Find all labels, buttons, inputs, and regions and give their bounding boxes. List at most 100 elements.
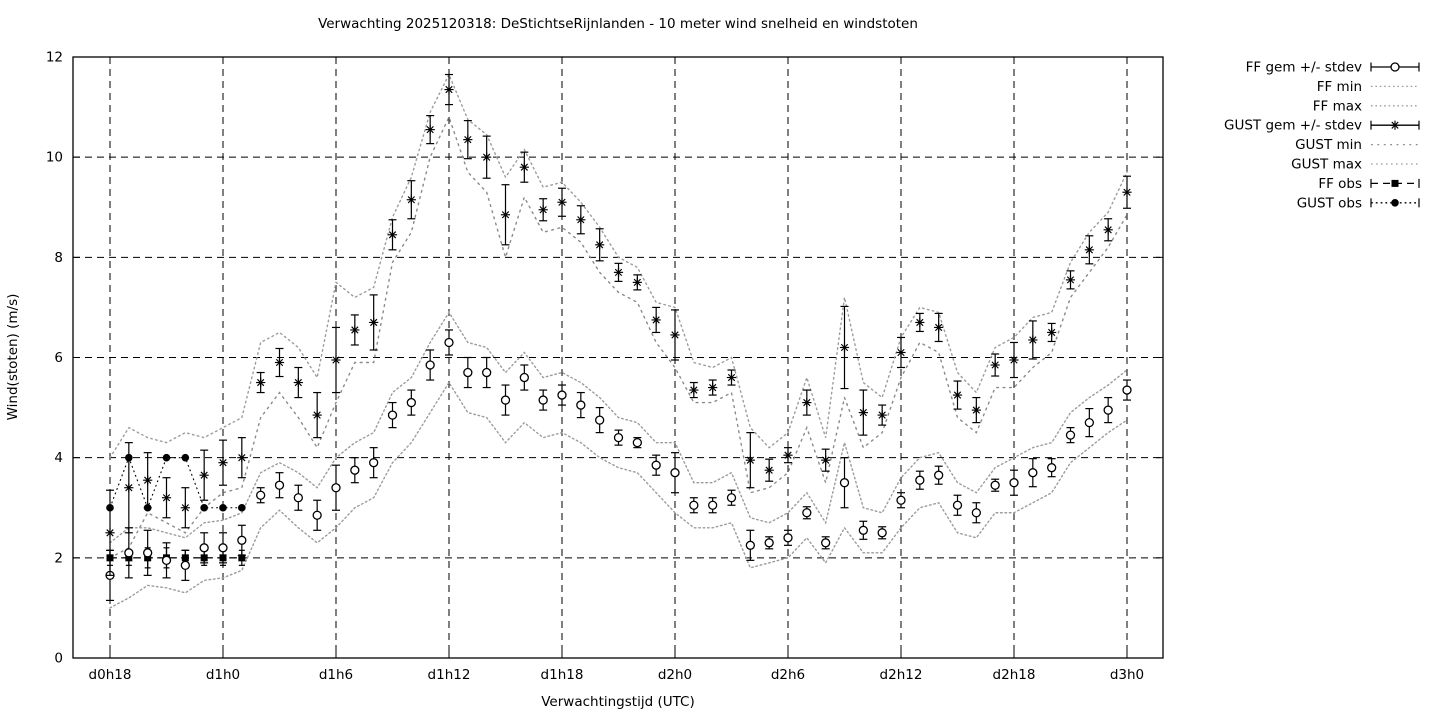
x-tick-label: d1h0 <box>206 667 240 683</box>
gust_obs-point <box>238 503 246 512</box>
gust_gem-point <box>539 206 547 214</box>
ff_gem-point <box>1009 478 1019 488</box>
gust_gem-point <box>652 316 660 324</box>
gust_gem-point <box>840 343 849 352</box>
ff_gem-point <box>821 538 831 548</box>
ff_gem-point <box>124 548 134 558</box>
ff_gem-point <box>538 395 548 405</box>
x-tick-label: d2h0 <box>658 667 692 683</box>
ff_gem-point <box>858 525 868 535</box>
gust_gem-point <box>746 456 754 464</box>
gust_gem-point <box>313 411 321 419</box>
ff_gem-point <box>689 500 699 510</box>
gust_gem-point <box>238 454 246 462</box>
ff_gem-point <box>274 480 285 490</box>
series-gust_max <box>109 72 1128 459</box>
x-tick-label: d2h6 <box>771 667 805 683</box>
ff_gem-point <box>161 555 172 565</box>
ff_gem-point <box>1028 468 1038 478</box>
gridlines <box>73 56 1163 659</box>
x-tick-label: d1h6 <box>319 667 353 683</box>
chart-title: Verwachting 2025120318: DeStichtseRijnla… <box>318 16 918 32</box>
y-tick-label: 4 <box>54 450 63 466</box>
ff_gem-point <box>952 500 963 510</box>
mean-errorbar-series <box>105 73 1132 602</box>
ff_gem-point <box>237 535 247 545</box>
gust_gem-point <box>501 211 510 219</box>
y-axis-label: Wind(stoten) (m/s) <box>5 294 21 421</box>
gust_gem-point <box>294 378 302 387</box>
x-axis-label: Verwachtingstijd (UTC) <box>541 694 695 710</box>
legend-label-gust_min: GUST min <box>1295 137 1362 153</box>
ff_gem-point <box>915 475 925 485</box>
ff_gem-point <box>651 460 661 470</box>
legend-label-gust_max: GUST max <box>1291 157 1362 173</box>
x-tick-label: d2h12 <box>880 667 923 683</box>
gust_gem-point <box>426 125 434 134</box>
gust_obs-point <box>219 503 227 512</box>
legend-label-gust_gem: GUST gem +/- stdev <box>1224 118 1362 134</box>
gust_gem-point <box>1029 336 1037 344</box>
ff_gem-point <box>783 533 793 543</box>
gust_gem-point <box>144 476 152 484</box>
legend-row-gust_obs: GUST obs <box>1297 195 1420 211</box>
ff_gem-point <box>406 397 416 408</box>
ff_gem-point <box>1047 463 1057 473</box>
ff_gem-point <box>293 493 303 503</box>
ff_gem-point <box>369 458 379 468</box>
gust_gem-point <box>1010 356 1018 364</box>
gust_gem-point <box>125 484 133 492</box>
legend-row-gust_min: GUST min <box>1295 137 1419 153</box>
ff_gem-point <box>613 432 624 443</box>
ff_gem-point <box>708 500 718 510</box>
gust_gem-point <box>162 494 171 502</box>
gust_gem-point <box>765 466 773 474</box>
gust_gem-point <box>596 241 604 249</box>
x-tick-label: d2h18 <box>993 667 1036 683</box>
gust_gem-point <box>558 198 566 206</box>
ff_gem-point <box>745 540 755 550</box>
gust_gem-point <box>972 406 980 414</box>
gust_gem-point <box>991 361 999 369</box>
gust_obs-line <box>109 456 242 510</box>
gust_gem-point <box>483 153 491 161</box>
legend-marker-gust_gem <box>1391 121 1399 129</box>
ff_gem-point <box>896 495 906 505</box>
ff_gem-point <box>482 367 492 378</box>
gust_gem-point <box>464 135 472 144</box>
gust_gem-point <box>200 471 208 479</box>
ff_gem-point <box>425 360 435 370</box>
gust_gem-point <box>614 268 623 277</box>
legend-label-ff_obs: FF obs <box>1318 176 1362 192</box>
ff_gem-point <box>199 543 209 553</box>
ff_gem-point <box>256 490 266 500</box>
x-tick-label: d0h18 <box>89 667 132 683</box>
gust_gem-point <box>878 411 886 419</box>
gust_gem-point <box>407 196 415 204</box>
gust_gem-point <box>370 318 378 327</box>
ff_gem-point <box>218 543 228 553</box>
plot-frame <box>72 56 1164 659</box>
ff_gem-point <box>632 437 642 448</box>
gust_gem-point <box>1048 328 1056 337</box>
y-tick-label: 12 <box>46 50 63 66</box>
gust_gem-point <box>916 318 924 327</box>
gust_obs-point <box>200 503 208 512</box>
ff_gem-point <box>990 480 1000 490</box>
ff_gem-point <box>877 528 887 538</box>
series-gust_min <box>109 115 1128 559</box>
series-ff_min <box>109 381 1128 609</box>
y-tick-label: 10 <box>46 150 63 166</box>
gust_gem-point <box>388 231 397 239</box>
ff_gem-point <box>802 508 812 518</box>
x-tick-label: d3h0 <box>1110 667 1144 683</box>
gust_gem-point <box>859 408 867 417</box>
ff_gem-point <box>1103 405 1113 415</box>
ff_gem-point <box>1065 430 1076 440</box>
gust_gem-point <box>520 163 528 171</box>
ff_gem-point <box>839 478 850 488</box>
series-ff_max <box>109 311 1128 544</box>
legend-marker-gust_obs <box>1391 199 1399 207</box>
gust_gem-point <box>219 459 227 467</box>
